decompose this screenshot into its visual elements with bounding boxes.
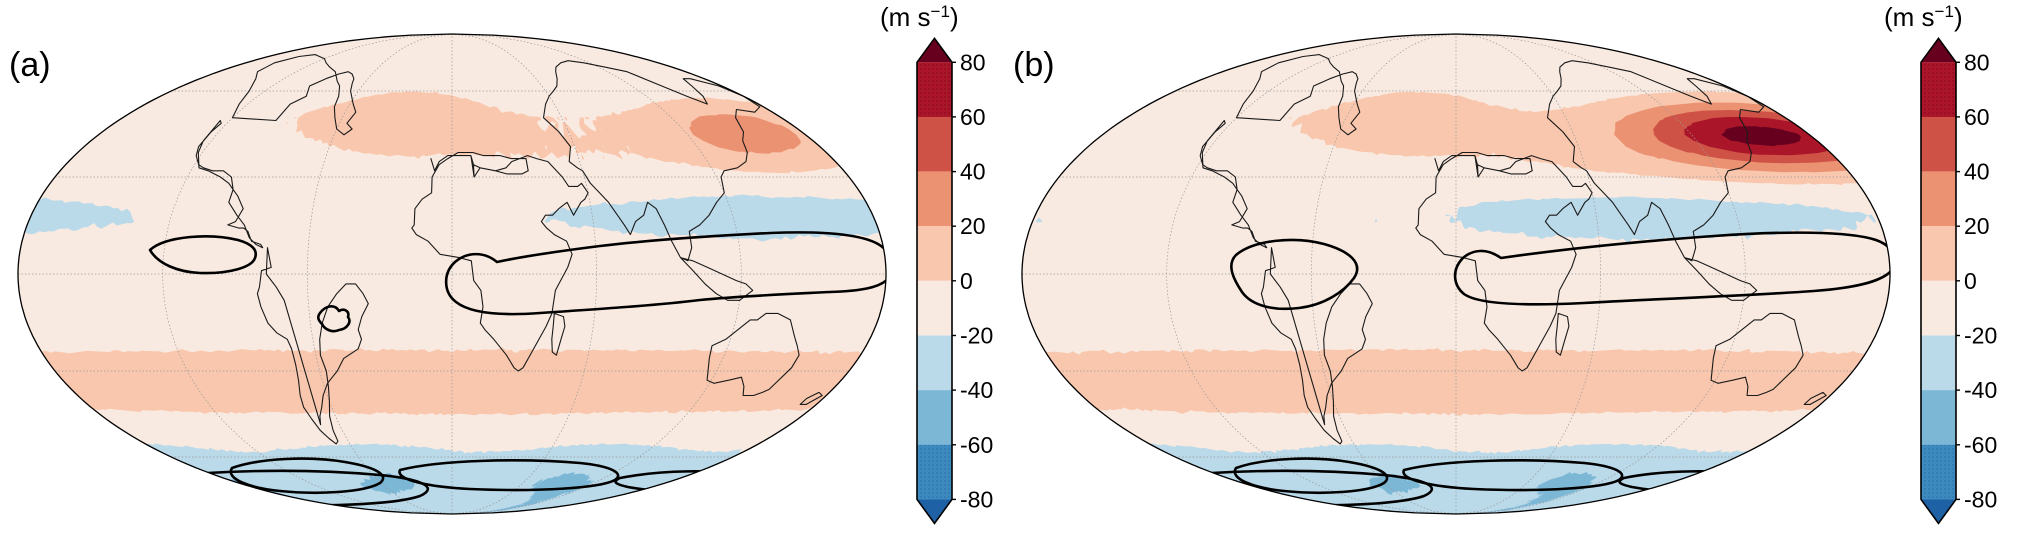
svg-text:-20: -20	[1964, 323, 1997, 349]
svg-text:20: 20	[960, 213, 986, 239]
svg-text:-60: -60	[960, 432, 993, 458]
svg-text:-20: -20	[960, 323, 993, 349]
svg-text:-80: -80	[960, 486, 993, 512]
svg-text:-40: -40	[960, 377, 993, 403]
svg-text:-40: -40	[1964, 377, 1997, 403]
svg-text:0: 0	[960, 268, 973, 294]
svg-text:-80: -80	[1964, 486, 1997, 512]
svg-text:(b): (b)	[1013, 46, 1055, 84]
svg-text:60: 60	[1964, 104, 1990, 130]
svg-text:80: 80	[1964, 49, 1990, 75]
svg-text:-60: -60	[1964, 432, 1997, 458]
svg-text:40: 40	[960, 159, 986, 185]
svg-text:40: 40	[1964, 159, 1990, 185]
svg-text:(a): (a)	[9, 46, 51, 84]
svg-text:0: 0	[1964, 268, 1977, 294]
svg-text:80: 80	[960, 49, 986, 75]
svg-text:20: 20	[1964, 213, 1990, 239]
svg-text:60: 60	[960, 104, 986, 130]
